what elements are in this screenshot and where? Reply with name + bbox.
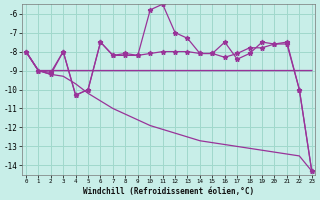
X-axis label: Windchill (Refroidissement éolien,°C): Windchill (Refroidissement éolien,°C) bbox=[83, 187, 254, 196]
